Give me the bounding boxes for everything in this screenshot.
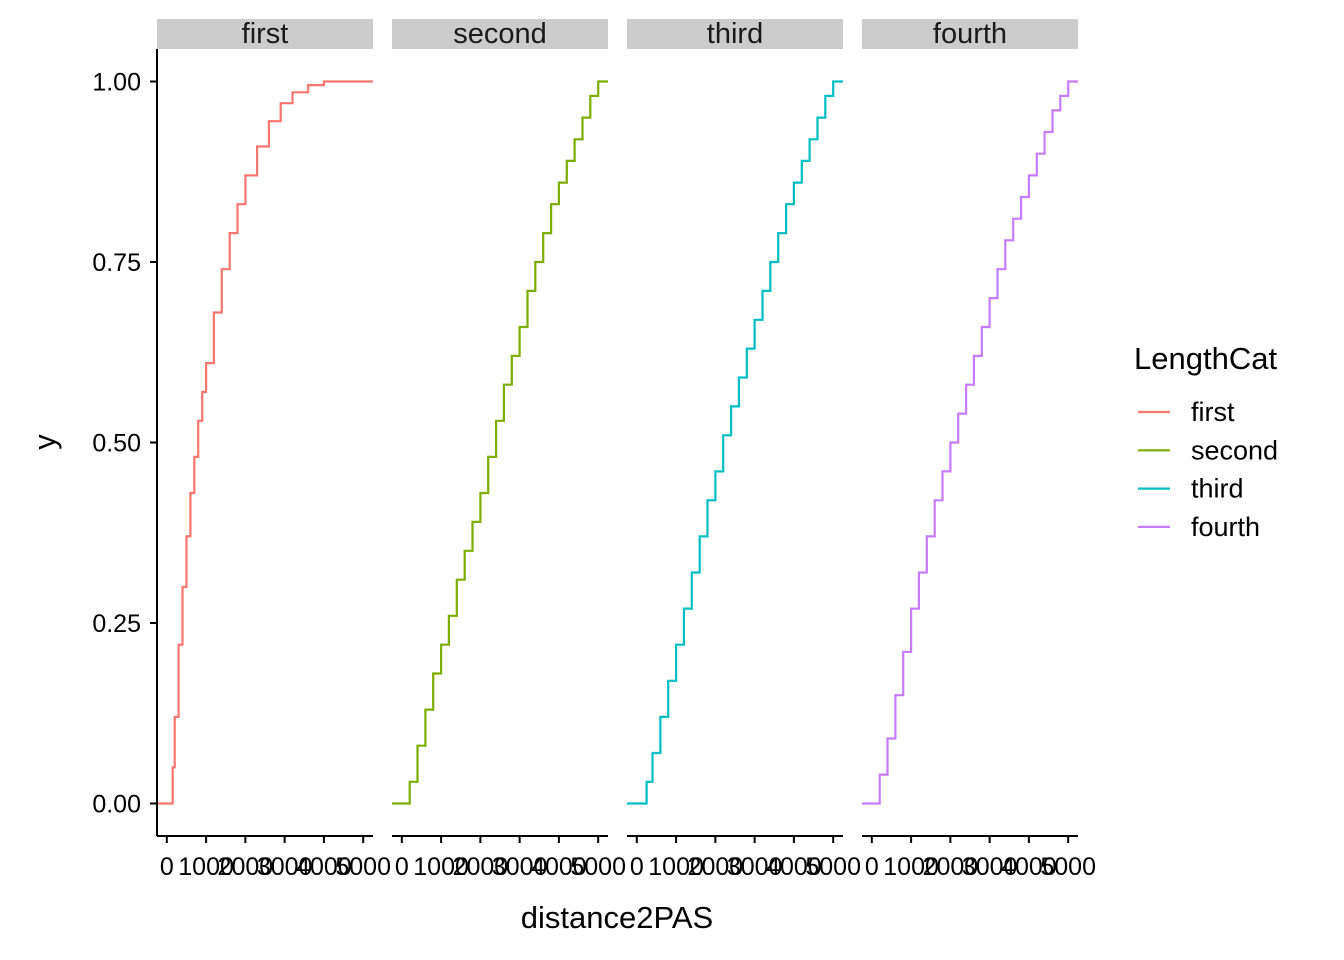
legend-item-label: second [1191,435,1278,465]
facet-strip [862,19,1078,49]
facet-strip-label: fourth [933,18,1007,50]
y-tick-label: 0.75 [92,249,141,277]
x-tick-label: 3000 [492,853,548,881]
facet-strip-label: first [242,18,289,50]
x-tick-label: 2000 [923,853,979,881]
y-axis: 0.00 0.25 0.50 0.75 1.00 [92,49,158,836]
x-tick-label: 0 [160,853,174,881]
y-tick-label: 0.25 [92,610,141,638]
facet-strip [157,19,373,49]
x-tick-label: 4000 [296,853,352,881]
legend-item-label: first [1191,397,1235,427]
x-tick-label: 1000 [883,853,939,881]
x-tick-label: 1000 [413,853,469,881]
ecdf-line-third [627,80,843,805]
x-tick-label: 0 [630,853,644,881]
legend-item-label: third [1191,474,1244,504]
facet-strip-label: second [453,18,547,50]
x-tick-label: 5000 [335,853,391,881]
x-tick-label: 1000 [648,853,704,881]
x-tick-label: 2000 [688,853,744,881]
ecdf-line-first [157,80,373,805]
x-tick-label: 5000 [1040,853,1096,881]
x-tick-label: 0 [865,853,879,881]
y-tick-label: 0.50 [92,430,141,458]
x-tick-label: 5000 [805,853,861,881]
x-tick-label: 5000 [570,853,626,881]
x-tick-label: 0 [395,853,409,881]
facet-strip-label: third [707,18,763,50]
ecdf-line-fourth [862,80,1078,805]
x-tick-label: 3000 [257,853,313,881]
x-tick-label: 4000 [1001,853,1057,881]
x-tick-label: 3000 [962,853,1018,881]
ecdf-line-second [392,80,608,805]
facet-strip [392,19,608,49]
legend: LengthCat first second third fourth [1134,341,1278,542]
x-tick-label: 3000 [727,853,783,881]
x-axis-title: distance2PAS [521,900,713,935]
y-tick-label: 1.00 [92,68,141,96]
x-tick-label: 1000 [178,853,234,881]
y-tick-label: 0.00 [92,791,141,819]
facet-strip [627,19,843,49]
x-tick-label: 2000 [453,853,509,881]
x-tick-label: 2000 [218,853,274,881]
y-axis-title: y [27,434,62,450]
legend-item-label: fourth [1191,512,1260,542]
legend-title: LengthCat [1134,341,1277,376]
x-tick-label: 4000 [531,853,587,881]
x-tick-label: 4000 [766,853,822,881]
